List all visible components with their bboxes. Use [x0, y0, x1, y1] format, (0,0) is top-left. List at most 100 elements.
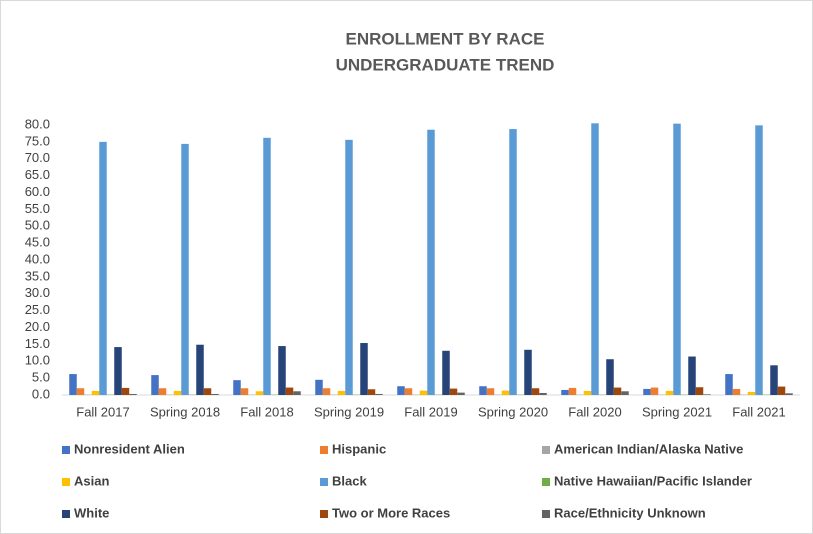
bar [76, 388, 85, 395]
bar [285, 387, 294, 395]
bar [91, 390, 100, 395]
bar [240, 388, 249, 395]
bar [449, 388, 458, 395]
bar [695, 387, 704, 395]
legend-label: Race/Ethnicity Unknown [554, 505, 706, 520]
bar [263, 137, 271, 395]
x-tick-label: Spring 2020 [478, 404, 548, 419]
bar [539, 392, 547, 395]
legend-swatch [542, 446, 550, 454]
bar [606, 359, 614, 395]
bar [114, 347, 122, 395]
y-tick-label: 30.0 [25, 285, 50, 300]
bar [703, 394, 711, 395]
bar [777, 386, 786, 395]
bar [613, 387, 622, 395]
bar [233, 380, 241, 395]
legend-swatch [542, 510, 550, 518]
y-tick-label: 10.0 [25, 353, 50, 368]
y-tick-label: 60.0 [25, 184, 50, 199]
x-tick-label: Fall 2018 [240, 404, 293, 419]
bar [151, 375, 159, 395]
bar [375, 393, 383, 395]
x-tick-label: Spring 2021 [642, 404, 712, 419]
bar [770, 365, 778, 395]
bar [181, 143, 189, 395]
bar [509, 129, 517, 396]
y-tick-label: 80.0 [25, 116, 50, 131]
bar [158, 388, 167, 395]
y-tick-label: 65.0 [25, 167, 50, 182]
y-tick-label: 0.0 [32, 386, 50, 401]
bar [531, 388, 540, 395]
bar [419, 390, 428, 395]
bar [278, 346, 286, 395]
legend-swatch [320, 510, 328, 518]
bar [173, 390, 182, 395]
y-tick-label: 40.0 [25, 251, 50, 266]
legend-label: Native Hawaiian/Pacific Islander [554, 473, 752, 488]
legend-swatch [62, 478, 70, 486]
bar [367, 389, 376, 395]
legend-swatch [542, 478, 550, 486]
bar [196, 344, 204, 395]
bar [121, 387, 130, 395]
x-tick-label: Fall 2017 [76, 404, 129, 419]
legend-swatch [320, 478, 328, 486]
bar [673, 123, 681, 396]
y-tick-label: 75.0 [25, 133, 50, 148]
bar [591, 123, 599, 395]
x-tick-label: Fall 2020 [568, 404, 621, 419]
bar [442, 350, 450, 395]
legend-swatch [62, 510, 70, 518]
y-tick-label: 35.0 [25, 268, 50, 283]
bar [583, 390, 592, 395]
bar [203, 388, 212, 395]
y-tick-label: 55.0 [25, 201, 50, 216]
x-tick-label: Spring 2018 [150, 404, 220, 419]
y-tick-label: 25.0 [25, 302, 50, 317]
bar [479, 386, 487, 395]
y-tick-label: 70.0 [25, 150, 50, 165]
bar [337, 390, 346, 395]
x-tick-label: Spring 2019 [314, 404, 384, 419]
bar [345, 139, 353, 395]
y-tick-label: 15.0 [25, 336, 50, 351]
legend-label: Two or More Races [332, 505, 450, 520]
legend-swatch [320, 446, 328, 454]
bar [129, 393, 137, 395]
legend-label: Asian [74, 473, 109, 488]
bar [747, 391, 756, 395]
legend-label: Nonresident Alien [74, 441, 185, 456]
bar [457, 392, 465, 395]
bar [360, 343, 368, 395]
legend-label: Black [332, 473, 367, 488]
bar [725, 374, 733, 395]
bar [69, 374, 77, 395]
y-tick-label: 50.0 [25, 218, 50, 233]
bar [643, 388, 651, 395]
x-tick-label: Fall 2019 [404, 404, 457, 419]
bar [99, 141, 107, 395]
y-tick-label: 5.0 [32, 370, 50, 385]
bar [427, 129, 435, 395]
bar [501, 390, 510, 395]
bar [785, 393, 793, 395]
bar [524, 349, 532, 395]
bar [561, 389, 569, 395]
legend-swatch [62, 446, 70, 454]
bar [404, 388, 413, 395]
bar [755, 125, 763, 396]
bar [322, 388, 331, 395]
bar [732, 388, 741, 395]
legend-label: Hispanic [332, 441, 386, 456]
y-tick-label: 20.0 [25, 319, 50, 334]
y-tick-label: 45.0 [25, 235, 50, 250]
legend-label: American Indian/Alaska Native [554, 441, 743, 456]
chart-subtitle: UNDERGRADUATE TREND [336, 55, 555, 74]
x-tick-label: Fall 2021 [732, 404, 785, 419]
bar [293, 391, 301, 395]
bar [650, 387, 659, 395]
chart-title: ENROLLMENT BY RACE [346, 29, 545, 48]
